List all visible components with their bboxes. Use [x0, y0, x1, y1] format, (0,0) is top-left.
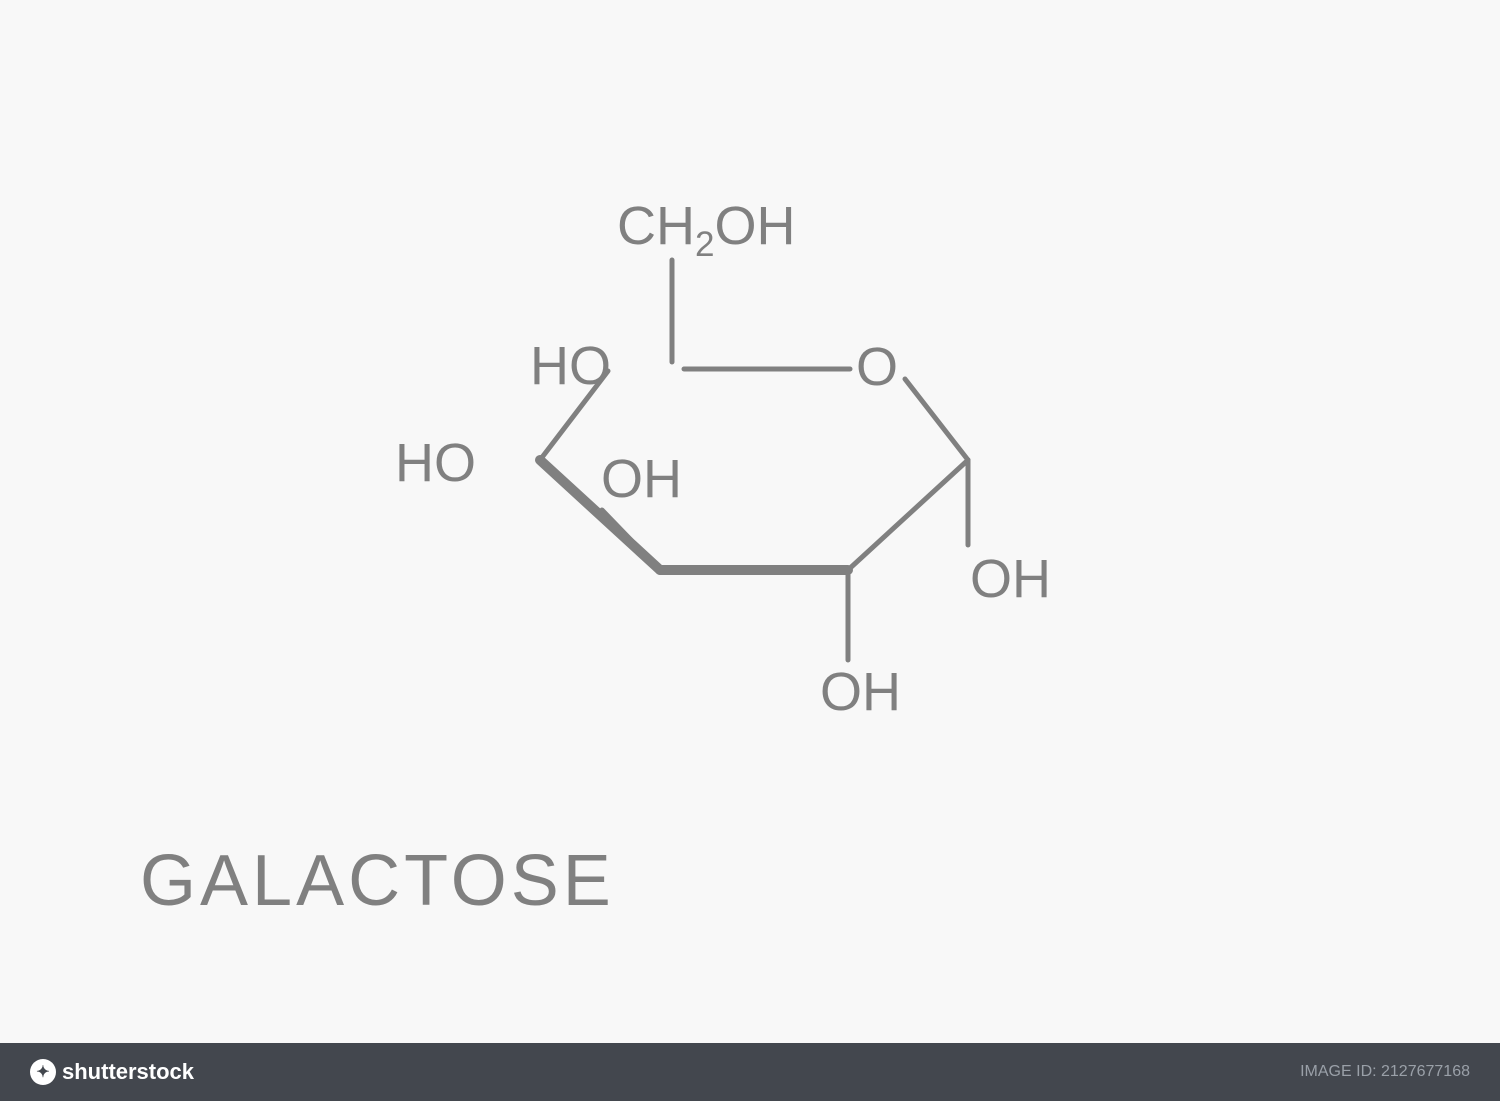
footer-logo: ✦ shutterstock [30, 1059, 194, 1085]
footer-bar: ✦ shutterstock IMAGE ID: 2127677168 [0, 1043, 1500, 1101]
atom-label: OH [970, 548, 1051, 610]
canvas: CH2OH HO O HO OH OH OH GALACTOSE ✦ shutterstoc… [0, 0, 1500, 1101]
atom-label: CH2OH [617, 195, 796, 265]
logo-text: shutterstock [62, 1059, 194, 1085]
atom-label: OH [820, 661, 901, 723]
atom-label: HO [530, 335, 611, 397]
atom-label: O [856, 336, 898, 398]
atom-label: OH [601, 448, 682, 510]
logo-icon: ✦ [30, 1059, 56, 1085]
molecule-bonds [0, 0, 1500, 1101]
atom-label: HO [395, 432, 476, 494]
molecule-title: GALACTOSE [140, 840, 615, 922]
footer-image-id: IMAGE ID: 2127677168 [1300, 1063, 1470, 1081]
